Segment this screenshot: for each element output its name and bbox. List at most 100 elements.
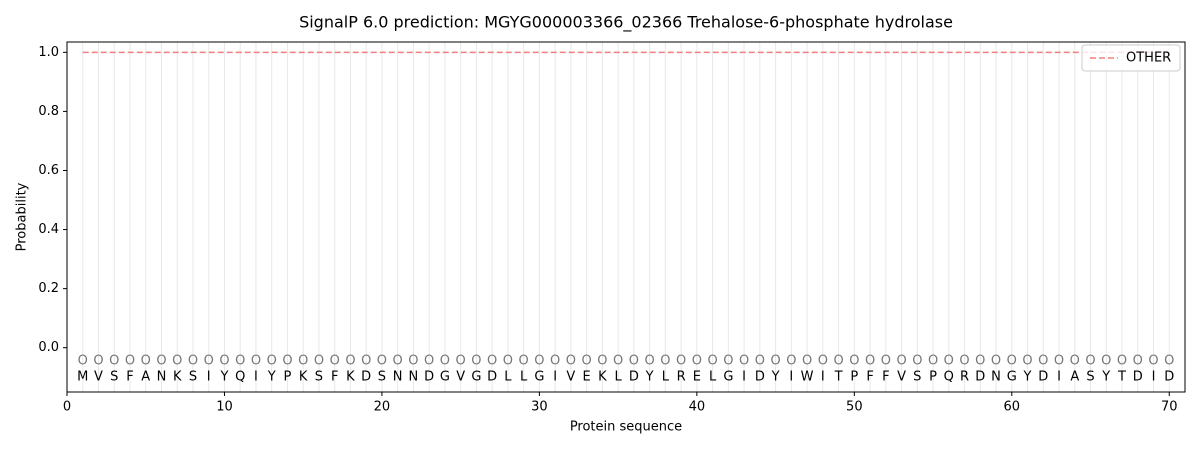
prediction-label: O xyxy=(219,354,229,369)
residue-label: Q xyxy=(944,370,954,385)
prediction-label: O xyxy=(456,354,466,369)
residue-label: D xyxy=(361,370,371,385)
residue-label: S xyxy=(913,370,921,385)
residue-label: E xyxy=(583,370,591,385)
prediction-label: O xyxy=(692,354,702,369)
residue-label: M xyxy=(77,370,88,385)
residue-label: S xyxy=(189,370,197,385)
residue-label: Y xyxy=(1101,370,1110,385)
prediction-label: O xyxy=(770,354,780,369)
residue-label: L xyxy=(520,370,528,385)
residue-label: F xyxy=(882,370,889,385)
prediction-label: O xyxy=(849,354,859,369)
residue-label: K xyxy=(299,370,308,385)
prediction-label: O xyxy=(141,354,151,369)
residue-label: E xyxy=(693,370,701,385)
residue-label: Y xyxy=(771,370,780,385)
prediction-label: O xyxy=(1133,354,1143,369)
residue-label: V xyxy=(456,370,465,385)
prediction-label: O xyxy=(991,354,1001,369)
y-tick-label: 0.0 xyxy=(38,340,59,355)
x-tick-label: 0 xyxy=(63,400,71,415)
y-tick-label: 0.2 xyxy=(38,281,59,296)
legend-label: OTHER xyxy=(1126,51,1171,66)
residue-label: T xyxy=(1117,370,1126,385)
residue-label: D xyxy=(1133,370,1143,385)
residue-label: G xyxy=(471,370,481,385)
prediction-label: O xyxy=(156,354,166,369)
prediction-label: O xyxy=(519,354,529,369)
prediction-label: O xyxy=(739,354,749,369)
residue-label: D xyxy=(629,370,639,385)
residue-label: Q xyxy=(235,370,245,385)
residue-label: I xyxy=(254,370,258,385)
residue-label: F xyxy=(866,370,873,385)
residue-label: V xyxy=(94,370,103,385)
prediction-label: O xyxy=(597,354,607,369)
x-tick-label: 60 xyxy=(1004,400,1021,415)
residue-label: D xyxy=(1038,370,1048,385)
prediction-label: O xyxy=(109,354,119,369)
prediction-label: O xyxy=(1054,354,1064,369)
residue-label: L xyxy=(662,370,670,385)
prediction-label: O xyxy=(424,354,434,369)
residue-label: V xyxy=(897,370,906,385)
residue-label: N xyxy=(393,370,403,385)
x-tick-label: 30 xyxy=(531,400,548,415)
prediction-label: O xyxy=(361,354,371,369)
prediction-label: O xyxy=(408,354,418,369)
prediction-label: O xyxy=(125,354,135,369)
residue-label: F xyxy=(126,370,133,385)
prediction-label: O xyxy=(78,354,88,369)
prediction-label: O xyxy=(566,354,576,369)
y-tick-label: 1.0 xyxy=(38,45,59,60)
legend-box xyxy=(1081,44,1181,72)
chart-title: SignalP 6.0 prediction: MGYG000003366_02… xyxy=(299,13,953,33)
residue-label: D xyxy=(487,370,497,385)
prediction-label: O xyxy=(251,354,261,369)
prediction-label: O xyxy=(1007,354,1017,369)
x-tick-label: 50 xyxy=(846,400,863,415)
residue-label: N xyxy=(409,370,419,385)
residue-label: D xyxy=(424,370,434,385)
prediction-label: O xyxy=(944,354,954,369)
residue-label: P xyxy=(929,370,937,385)
residue-label: Y xyxy=(219,370,228,385)
prediction-label: O xyxy=(707,354,717,369)
residue-label: G xyxy=(534,370,544,385)
prediction-label: O xyxy=(550,354,560,369)
y-tick-label: 0.6 xyxy=(38,163,59,178)
residue-label: S xyxy=(378,370,386,385)
residue-label: L xyxy=(615,370,623,385)
residue-label: I xyxy=(1057,370,1061,385)
residue-label: S xyxy=(1086,370,1094,385)
x-tick-label: 70 xyxy=(1161,400,1178,415)
prediction-label: O xyxy=(204,354,214,369)
prediction-label: O xyxy=(660,354,670,369)
prediction-label: O xyxy=(267,354,277,369)
prediction-label: O xyxy=(723,354,733,369)
residue-label: I xyxy=(742,370,746,385)
residue-label: I xyxy=(821,370,825,385)
prediction-label: O xyxy=(298,354,308,369)
residue-label: L xyxy=(709,370,717,385)
residue-label: V xyxy=(566,370,575,385)
residue-label: T xyxy=(834,370,843,385)
prediction-label: O xyxy=(393,354,403,369)
prediction-label: O xyxy=(1117,354,1127,369)
residue-label: W xyxy=(801,370,814,385)
prediction-label: O xyxy=(1164,354,1174,369)
residue-label: S xyxy=(110,370,118,385)
residue-label: I xyxy=(553,370,557,385)
prediction-label: O xyxy=(613,354,623,369)
prediction-label: O xyxy=(1101,354,1111,369)
prediction-label: O xyxy=(188,354,198,369)
plot-frame xyxy=(66,41,1186,393)
prediction-label: O xyxy=(896,354,906,369)
prediction-label: O xyxy=(1148,354,1158,369)
residue-label: I xyxy=(1152,370,1156,385)
prediction-label: O xyxy=(755,354,765,369)
residue-label: A xyxy=(141,370,150,385)
prediction-label: O xyxy=(377,354,387,369)
